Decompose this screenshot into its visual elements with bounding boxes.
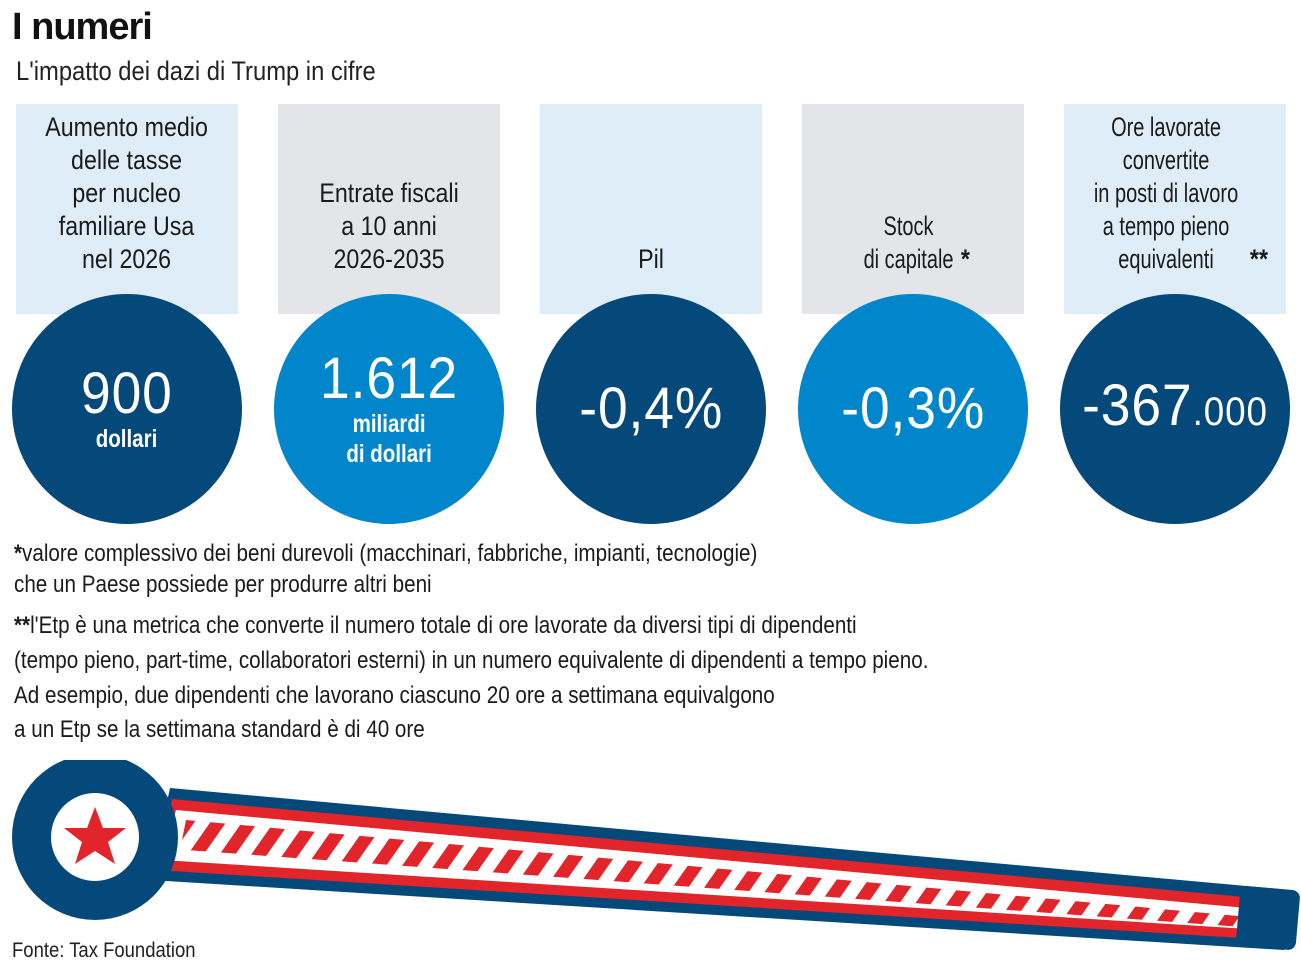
- barrier-gate-illustration: [12, 760, 1300, 950]
- stat-value: 1.612: [319, 346, 459, 411]
- stat-unit: miliardi di dollari: [346, 410, 432, 468]
- stat-label-capital-stock: Stock di capitale *: [863, 211, 970, 274]
- stat-label-gdp: Pil: [638, 244, 664, 274]
- stat-circle-capital-stock: -0,3%: [798, 294, 1028, 524]
- footnote-marker: *: [960, 244, 970, 274]
- footnote-2-line-2: (tempo pieno, part-time, collaboratori e…: [14, 647, 929, 674]
- footnote-2-line-3: Ad esempio, due dipendenti che lavorano …: [14, 682, 775, 709]
- footnote-1-line-2: che un Paese possiede per produrre altri…: [14, 571, 432, 598]
- stat-panel-tax-revenue: [278, 104, 500, 314]
- stat-value: -0,3%: [840, 376, 985, 441]
- stat-value-suffix: .000: [1192, 390, 1268, 434]
- stat-panel-fte-jobs: [1064, 104, 1286, 314]
- footnote-marker: **: [1249, 244, 1268, 274]
- stat-panel-household-tax: [16, 104, 238, 314]
- footnote-2-line-1: **l'Etp è una metrica che converte il nu…: [14, 612, 857, 639]
- stat-circle-tax-revenue: 1.612 miliardi di dollari: [274, 294, 504, 524]
- stat-circle-gdp: -0,4%: [536, 294, 766, 524]
- stat-value: 900: [81, 361, 173, 426]
- footnote-marker: **: [14, 612, 31, 639]
- footnote-marker: *: [14, 540, 23, 567]
- footnote-2-line-4: a un Etp se la settimana standard è di 4…: [14, 716, 425, 743]
- stat-label-tax-revenue: Entrate fiscali a 10 anni 2026-2035: [319, 178, 459, 274]
- stat-value: -367.000: [1082, 373, 1268, 438]
- stat-panel-gdp: [540, 104, 762, 314]
- footnote-1-line-1: *valore complessivo dei beni durevoli (m…: [14, 540, 758, 567]
- page-subtitle: L'impatto dei dazi di Trump in cifre: [16, 56, 376, 86]
- barrier-arm: [150, 788, 1300, 950]
- stat-label-fte-jobs: Ore lavorate convertite in posti di lavo…: [1093, 112, 1268, 274]
- stat-panel-capital-stock: [802, 104, 1024, 314]
- stat-circle-fte-jobs: -367.000: [1060, 294, 1290, 524]
- stat-value: -0,4%: [578, 376, 723, 441]
- stat-circle-household-tax: 900 dollari: [12, 294, 242, 524]
- star-icon: [64, 807, 126, 864]
- source-credit: Fonte: Tax Foundation: [12, 939, 196, 962]
- stat-unit: dollari: [96, 425, 158, 453]
- page-title: I numeri: [12, 6, 153, 48]
- stat-label-household-tax: Aumento medio delle tasse per nucleo fam…: [45, 112, 209, 274]
